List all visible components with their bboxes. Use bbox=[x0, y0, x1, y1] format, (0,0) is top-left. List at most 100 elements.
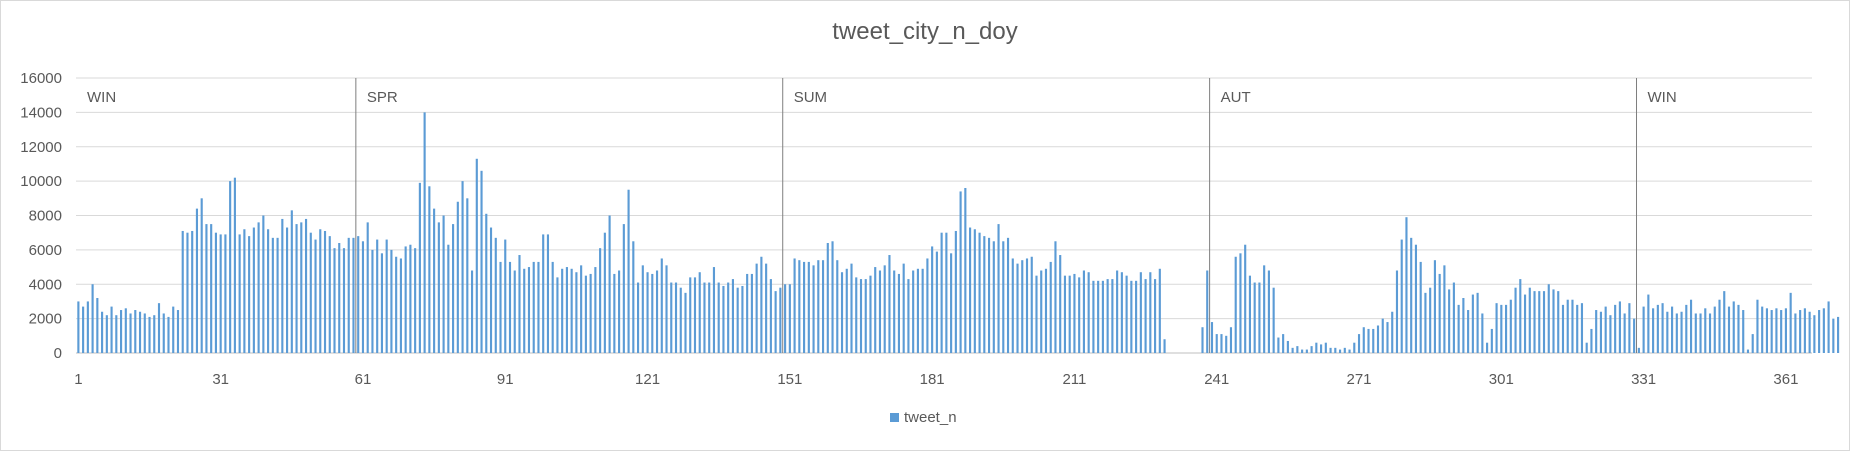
bar bbox=[1116, 270, 1119, 353]
bar bbox=[537, 261, 540, 353]
bar bbox=[717, 282, 720, 353]
bar bbox=[1699, 313, 1702, 353]
bar bbox=[414, 248, 417, 353]
bar bbox=[1685, 304, 1688, 353]
bar bbox=[997, 224, 1000, 353]
bar bbox=[1713, 306, 1716, 353]
bar bbox=[864, 279, 867, 353]
bar bbox=[1353, 342, 1356, 353]
bar bbox=[96, 298, 99, 353]
bar bbox=[674, 282, 678, 353]
bar bbox=[874, 267, 877, 353]
bar bbox=[1410, 237, 1413, 353]
bar bbox=[580, 265, 583, 353]
bar bbox=[817, 260, 820, 353]
bar bbox=[262, 215, 265, 353]
bar bbox=[1225, 335, 1228, 353]
bar bbox=[399, 258, 402, 353]
bar bbox=[1054, 241, 1057, 353]
bar bbox=[361, 241, 365, 353]
bar bbox=[428, 186, 431, 353]
bar bbox=[551, 261, 554, 353]
bar bbox=[1049, 261, 1052, 353]
bar bbox=[978, 232, 981, 353]
bar bbox=[385, 239, 388, 353]
bar bbox=[504, 239, 507, 353]
bar bbox=[86, 301, 89, 353]
bar bbox=[376, 239, 379, 353]
bar bbox=[229, 181, 232, 353]
bar bbox=[869, 275, 872, 353]
bar bbox=[352, 237, 355, 353]
bar bbox=[859, 279, 863, 353]
bar bbox=[821, 260, 825, 353]
bar bbox=[983, 236, 986, 353]
bar bbox=[1542, 291, 1546, 353]
bar bbox=[1144, 279, 1147, 353]
bar bbox=[1523, 294, 1527, 353]
bar bbox=[1092, 280, 1095, 353]
bar bbox=[1476, 292, 1479, 353]
bar bbox=[964, 188, 967, 353]
bar bbox=[1832, 318, 1835, 353]
bar bbox=[532, 261, 535, 353]
bar bbox=[1068, 275, 1071, 353]
bar bbox=[1789, 292, 1792, 353]
y-tick-label: 2000 bbox=[29, 311, 62, 328]
bar bbox=[1016, 263, 1019, 353]
x-tick-label: 331 bbox=[1631, 371, 1656, 388]
bar bbox=[1822, 308, 1825, 353]
y-tick-label: 14000 bbox=[20, 104, 62, 121]
bar bbox=[670, 282, 673, 353]
bar bbox=[1604, 306, 1607, 353]
bar bbox=[893, 270, 896, 353]
bar bbox=[219, 234, 222, 353]
y-axis: 0 2000 4000 6000 8000 10000 12000 14000 16000 bbox=[20, 70, 62, 362]
bar bbox=[646, 272, 649, 353]
y-tick-label: 8000 bbox=[29, 208, 62, 225]
bar bbox=[1628, 303, 1631, 353]
bar bbox=[404, 246, 407, 353]
bar bbox=[727, 282, 730, 353]
bar bbox=[1808, 311, 1811, 353]
bar bbox=[1590, 328, 1593, 353]
bar bbox=[1623, 313, 1626, 353]
bar bbox=[1561, 304, 1565, 353]
bar bbox=[746, 273, 749, 353]
bar bbox=[281, 218, 284, 353]
bar bbox=[243, 229, 246, 353]
bar bbox=[409, 244, 412, 353]
bar bbox=[1277, 337, 1280, 353]
bar bbox=[153, 315, 156, 353]
bar bbox=[1234, 256, 1237, 353]
bar bbox=[760, 256, 763, 353]
bar bbox=[1310, 346, 1313, 353]
bar bbox=[1097, 280, 1100, 353]
bar bbox=[1405, 217, 1408, 353]
bar bbox=[1552, 289, 1555, 353]
bar bbox=[499, 261, 502, 353]
bar bbox=[1120, 272, 1123, 353]
bar bbox=[679, 287, 682, 353]
bar bbox=[831, 241, 834, 353]
bar bbox=[1637, 347, 1640, 353]
bar bbox=[1751, 334, 1754, 353]
bar bbox=[1652, 308, 1655, 353]
bar bbox=[632, 241, 635, 353]
bar bbox=[765, 263, 768, 353]
bar bbox=[1229, 327, 1233, 353]
bar bbox=[945, 232, 948, 353]
bar bbox=[1732, 301, 1735, 353]
bar bbox=[712, 267, 716, 353]
bar bbox=[636, 282, 640, 353]
bar bbox=[826, 243, 829, 353]
bar bbox=[523, 268, 526, 353]
bar bbox=[1775, 308, 1778, 353]
y-tick-label: 6000 bbox=[29, 242, 62, 259]
bar bbox=[248, 236, 251, 353]
bar bbox=[627, 189, 630, 353]
x-tick-label: 301 bbox=[1489, 371, 1514, 388]
bar bbox=[91, 284, 94, 353]
